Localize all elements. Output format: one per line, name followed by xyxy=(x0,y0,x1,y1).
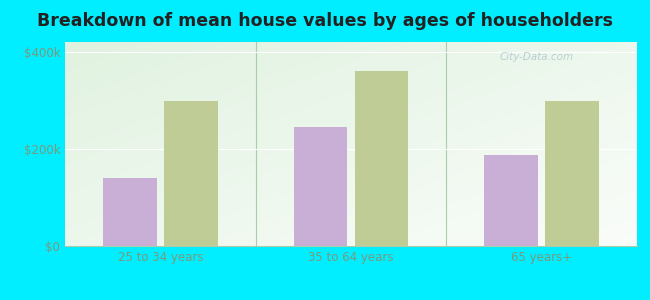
Bar xyxy=(545,101,599,246)
Bar xyxy=(484,155,538,246)
Bar xyxy=(103,178,157,246)
Bar xyxy=(355,71,408,246)
Text: Breakdown of mean house values by ages of householders: Breakdown of mean house values by ages o… xyxy=(37,12,613,30)
Bar xyxy=(294,127,347,246)
Bar xyxy=(164,101,218,246)
Text: City-Data.com: City-Data.com xyxy=(500,52,574,62)
